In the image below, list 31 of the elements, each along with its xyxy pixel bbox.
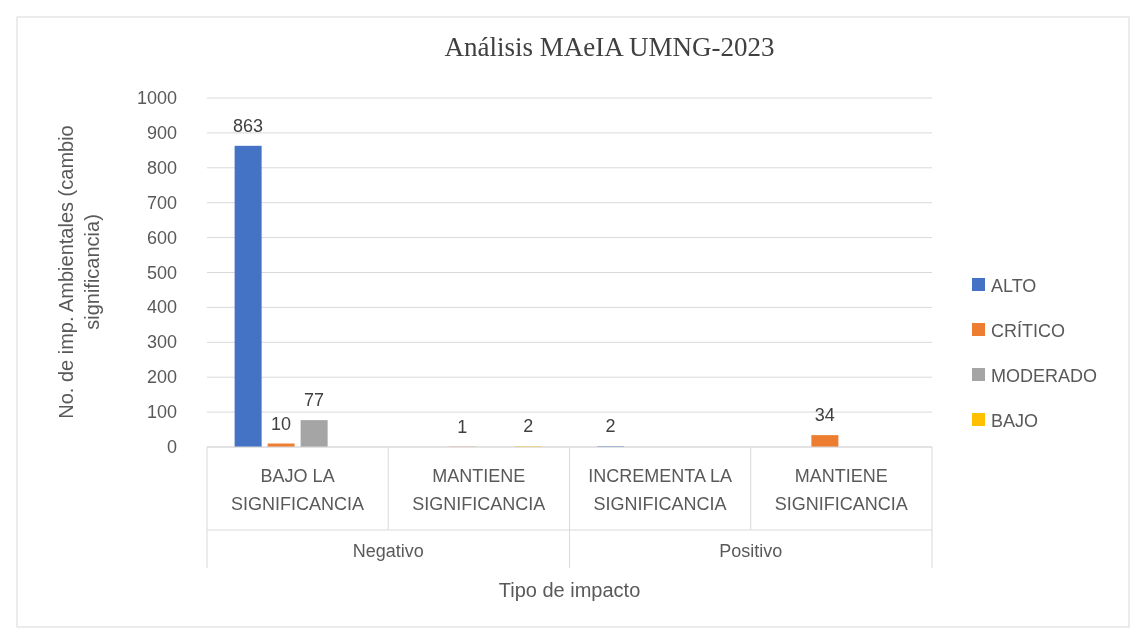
y-tick-label: 100 — [146, 402, 177, 423]
y-tick-label: 300 — [146, 332, 177, 353]
y-tick-label: 500 — [146, 262, 177, 283]
x-tick-label: MANTIENE SIGNIFICANCIA — [412, 466, 546, 514]
data-label: 2 — [523, 416, 534, 437]
data-label: 34 — [814, 405, 835, 426]
legend-label: MODERADO — [991, 366, 1098, 386]
chart-title: Análisis MAeIA UMNG-2023 — [444, 32, 775, 62]
legend-label: BAJO — [991, 411, 1039, 431]
data-label: 77 — [304, 390, 325, 411]
data-label: 2 — [605, 416, 616, 437]
x-tick-label: BAJO LA SIGNIFICANCIA — [231, 466, 365, 514]
y-tick-label: 200 — [146, 367, 177, 388]
legend-label: ALTO — [991, 276, 1037, 296]
y-tick-label: 0 — [166, 437, 177, 457]
text: Positivo — [719, 541, 783, 561]
y-tick-label: 800 — [146, 157, 177, 178]
x-tick-label: MANTIENE SIGNIFICANCIA — [774, 466, 908, 514]
y-tick-label: 900 — [146, 122, 177, 143]
y-tick-label: 400 — [146, 297, 177, 318]
y-axis-title: No. de imp. Ambientales (cambio significancia) — [55, 125, 103, 419]
y-tick-label: 700 — [146, 192, 177, 213]
data-label: 1 — [457, 416, 468, 437]
x-tick-label: INCREMENTA LA SIGNIFICANCIA — [588, 466, 732, 514]
data-label: 10 — [271, 413, 292, 434]
text: Negativo — [352, 541, 424, 561]
data-label: 863 — [233, 115, 264, 136]
y-tick-label: 600 — [146, 227, 177, 248]
legend-label: CRÍTICO — [991, 321, 1065, 341]
x-axis-title: Tipo de impacto — [498, 579, 641, 601]
y-tick-label: 1000 — [136, 88, 177, 108]
